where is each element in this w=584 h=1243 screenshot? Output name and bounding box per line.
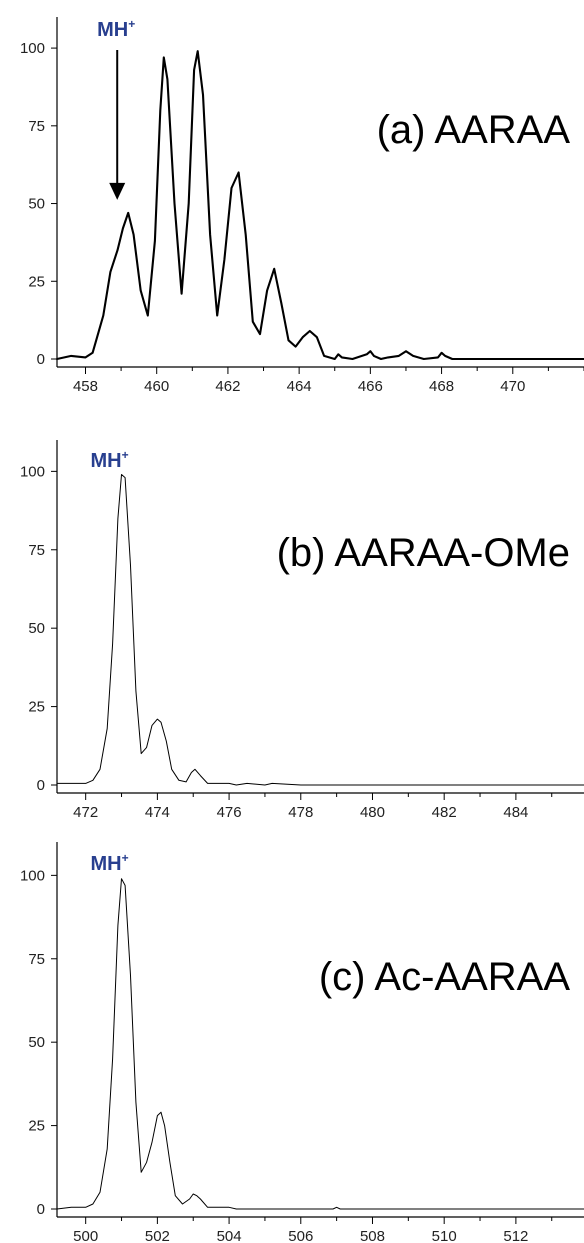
panel-a-compound-label: (a) AARAA	[377, 108, 571, 152]
panel-c-y-tick-label: 50	[28, 1034, 45, 1051]
panel-a-y-tick-label: 0	[37, 351, 45, 368]
panel-a-y-tick-label: 75	[28, 118, 45, 135]
panel-c-y-tick-label: 0	[37, 1201, 45, 1218]
panel-a-x-tick-label: 462	[215, 378, 240, 395]
panel-c-y-tick-label: 75	[28, 951, 45, 968]
panel-c-x-tick-label: 512	[503, 1228, 528, 1243]
panel-c-x-tick-label: 508	[360, 1228, 385, 1243]
panel-c-mh-annotation: MH+	[90, 851, 128, 875]
panel-c-y-tick-label: 100	[20, 867, 45, 884]
panel-c-x-tick-label: 504	[217, 1228, 242, 1243]
panel-c-x-tick-label: 510	[432, 1228, 457, 1243]
panel-a-x-tick-label: 470	[500, 378, 525, 395]
panel-a-mh-annotation: MH+	[97, 17, 135, 41]
panel-c-mh-annotation-text: MH	[90, 853, 121, 875]
panel-b-x-tick-label: 474	[145, 804, 170, 821]
panel-a-y-tick-label: 100	[20, 40, 45, 57]
panel-a-x-tick-label: 466	[358, 378, 383, 395]
panel-c-y-tick-label: 25	[28, 1118, 45, 1135]
panel-c-x-tick-label: 506	[288, 1228, 313, 1243]
spectrum-panel-c: 0 25 50 75 100 500 502 504 506 508 510 512 (c) Ac-AA…	[20, 842, 584, 1243]
panel-b-y-tick-label: 75	[28, 542, 45, 559]
panel-b-x-tick-label: 480	[360, 804, 385, 821]
panel-b-mh-annotation-sup: +	[122, 448, 129, 462]
panel-b-mh-annotation: MH+	[90, 448, 128, 472]
panel-b-mh-annotation-text: MH	[90, 450, 121, 472]
panel-a-x-tick-label: 460	[144, 378, 169, 395]
panel-c-spectrum-trace	[56, 878, 584, 1210]
panel-a-y-tick-label: 50	[28, 196, 45, 213]
spectrum-panel-b: 0 25 50 75 100 472 474 476 478 480 482 484 (b) AARAA…	[20, 440, 584, 821]
panel-a-mh-annotation-sup: +	[128, 17, 135, 31]
panel-b-y-tick-label: 50	[28, 620, 45, 637]
panel-a-mh-annotation-text: MH	[97, 19, 128, 41]
panel-b-x-tick-label: 472	[73, 804, 98, 821]
panel-a-y-tick-label: 25	[28, 273, 45, 290]
panel-c-x-tick-label: 502	[145, 1228, 170, 1243]
panel-b-x-tick-label: 476	[217, 804, 242, 821]
panel-c-mh-annotation-sup: +	[122, 851, 129, 865]
panel-b-x-tick-label: 484	[503, 804, 528, 821]
panel-b-spectrum-trace	[56, 474, 584, 786]
panel-b-y-tick-label: 0	[37, 777, 45, 794]
panel-b-x-tick-label: 482	[432, 804, 457, 821]
panel-a-x-tick-label: 464	[287, 378, 312, 395]
panel-a-x-tick-label: 458	[73, 378, 98, 395]
panel-a-mh-arrow	[109, 50, 126, 200]
panel-b-compound-label: (b) AARAA-OMe	[277, 531, 570, 575]
panel-a-mh-arrow-head	[109, 182, 126, 200]
panel-a-spectrum-trace	[55, 50, 584, 361]
spectrum-panel-a: 0 25 50 75 100 458 460 462 464 466 468 470 (a) AARAA…	[20, 17, 584, 395]
panel-a-x-tick-label: 468	[429, 378, 454, 395]
panel-b-x-tick-label: 478	[288, 804, 313, 821]
panel-c-compound-label: (c) Ac-AARAA	[319, 955, 570, 999]
panel-b-y-tick-label: 25	[28, 699, 45, 716]
panel-b-y-tick-label: 100	[20, 463, 45, 480]
panel-c-x-tick-label: 500	[73, 1228, 98, 1243]
